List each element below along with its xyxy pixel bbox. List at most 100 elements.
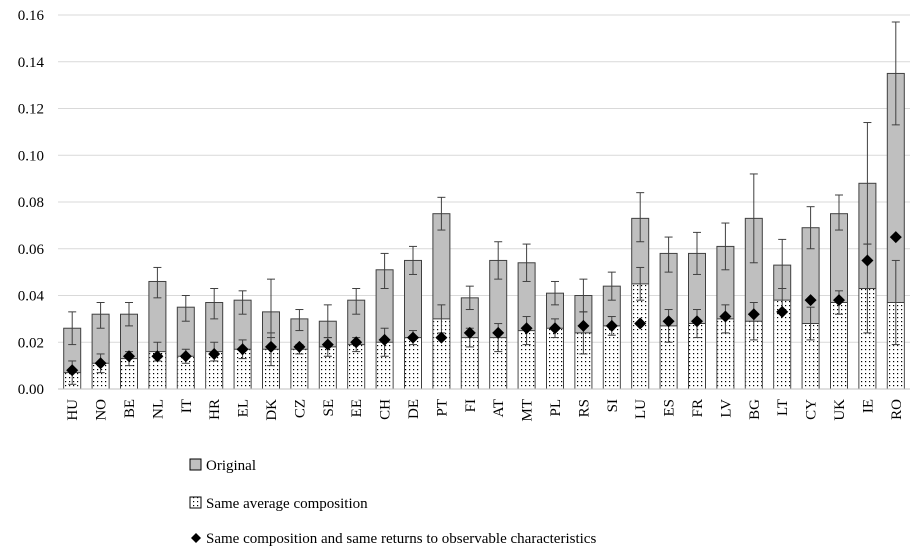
diamond-point bbox=[833, 294, 845, 307]
diamond-point bbox=[605, 319, 618, 332]
error-bar-composition bbox=[891, 259, 900, 346]
x-tick-label: CH bbox=[378, 399, 394, 420]
error-bar-original bbox=[806, 206, 815, 250]
legend: Original Same average composition Same c… bbox=[189, 458, 596, 547]
error-bar-composition bbox=[806, 306, 815, 341]
bar-same-average-composition bbox=[319, 346, 336, 389]
gridlines bbox=[58, 14, 910, 343]
diamond-point bbox=[889, 231, 902, 244]
legend-swatch-original bbox=[189, 458, 202, 471]
x-tick-label: NL bbox=[150, 399, 166, 419]
diamond-point bbox=[265, 340, 277, 353]
bar-same-average-composition bbox=[348, 344, 365, 389]
legend-swatch-diamond bbox=[191, 533, 201, 543]
diamond-point bbox=[407, 331, 419, 344]
legend-swatch-composition bbox=[189, 496, 202, 509]
bar-same-average-composition bbox=[717, 318, 734, 389]
bar-same-average-composition bbox=[177, 356, 194, 389]
legend-label-original: Original bbox=[206, 458, 256, 474]
legend-item-original: Original bbox=[189, 458, 256, 474]
y-tick-label: 0.14 bbox=[18, 55, 45, 71]
error-bar-original bbox=[210, 287, 219, 320]
error-bar-original bbox=[380, 252, 389, 289]
x-tick-label: SI bbox=[605, 399, 621, 412]
y-tick-label: 0.04 bbox=[18, 289, 45, 305]
bar-same-average-composition bbox=[291, 349, 308, 389]
legend-item-composition: Same average composition bbox=[189, 496, 368, 512]
x-tick-label: LT bbox=[775, 399, 791, 416]
x-tick-label: MT bbox=[520, 399, 536, 422]
diamond-point bbox=[691, 315, 703, 328]
x-tick-label: PT bbox=[434, 399, 450, 417]
x-tick-label: UK bbox=[832, 399, 848, 421]
diamond-point bbox=[747, 308, 760, 321]
bar-same-average-composition bbox=[263, 349, 279, 389]
x-tick-label: EE bbox=[349, 399, 365, 417]
error-bar-composition bbox=[579, 311, 588, 355]
diamond-point bbox=[804, 294, 817, 307]
x-tick-label: BG bbox=[747, 399, 763, 420]
bar-same-average-composition bbox=[461, 337, 478, 389]
bar-same-average-composition bbox=[745, 321, 762, 389]
x-tick-label: FR bbox=[690, 399, 706, 417]
diamond-point bbox=[378, 333, 391, 346]
x-tick-label: AT bbox=[491, 399, 507, 417]
bar-same-average-composition bbox=[689, 323, 705, 389]
diamond-point bbox=[321, 338, 334, 351]
error-bar-composition bbox=[636, 266, 645, 301]
y-tick-label: 0.16 bbox=[18, 8, 45, 24]
bar-same-average-composition bbox=[575, 332, 592, 389]
error-bar-original bbox=[409, 245, 417, 275]
x-tick-label: DK bbox=[264, 399, 280, 421]
diamond-point bbox=[236, 343, 249, 356]
bar-same-average-composition bbox=[376, 342, 393, 389]
x-tick-label: LV bbox=[718, 399, 734, 418]
y-tick-label: 0.02 bbox=[18, 335, 44, 351]
bar-same-average-composition bbox=[405, 337, 421, 389]
error-bar-original bbox=[437, 196, 446, 231]
x-tick-label: SE bbox=[321, 399, 337, 417]
bar-same-average-composition bbox=[632, 283, 649, 389]
x-tick-label: CZ bbox=[292, 399, 308, 418]
y-tick-label: 0.00 bbox=[18, 382, 44, 398]
x-tick-label: RS bbox=[576, 399, 592, 417]
x-tick-label: FI bbox=[463, 399, 479, 412]
error-bar-original bbox=[522, 243, 531, 282]
diamond-point bbox=[151, 350, 164, 363]
diamond-point bbox=[94, 357, 107, 370]
y-axis: 0.00 0.02 0.04 0.06 0.08 0.10 0.12 0.14 0.16 bbox=[18, 8, 45, 398]
error-bar-original bbox=[494, 241, 503, 280]
x-tick-label: CY bbox=[804, 399, 820, 420]
bar-same-average-composition bbox=[490, 337, 507, 389]
y-tick-label: 0.08 bbox=[18, 195, 44, 211]
bar-same-average-composition bbox=[547, 328, 563, 389]
bar-same-average-composition bbox=[774, 300, 791, 389]
x-tick-label: PL bbox=[548, 399, 564, 417]
x-tick-label: HU bbox=[65, 399, 81, 421]
diamond-point bbox=[861, 254, 874, 267]
diamond-point bbox=[66, 364, 79, 377]
x-tick-label: NO bbox=[94, 399, 110, 421]
diamond-point bbox=[208, 347, 221, 360]
x-tick-label: DE bbox=[406, 399, 422, 419]
x-tick-label: IT bbox=[179, 399, 195, 413]
diamond-point bbox=[520, 322, 533, 335]
x-tick-label: IE bbox=[860, 399, 876, 413]
diamond-point bbox=[719, 310, 732, 323]
error-bar-original bbox=[181, 295, 190, 322]
diamond-point bbox=[577, 319, 590, 332]
error-bar-original bbox=[551, 280, 559, 306]
legend-label-composition: Same average composition bbox=[206, 496, 368, 512]
error-bar-original bbox=[693, 231, 701, 275]
diamond-point bbox=[549, 322, 561, 335]
x-axis: HU NO BE NL IT HR EL DK CZ SE EE CH DE PT FI AT MT PL RS SI… bbox=[58, 388, 910, 422]
diamond-point bbox=[463, 326, 476, 339]
series-same-composition-returns bbox=[66, 231, 902, 377]
legend-item-returns: Same composition and same returns to obs… bbox=[191, 531, 596, 547]
error-bar-original bbox=[465, 285, 474, 311]
diamond-point bbox=[293, 340, 306, 353]
bar-same-average-composition bbox=[887, 302, 904, 389]
diamond-point bbox=[662, 315, 675, 328]
error-bar-original bbox=[125, 302, 133, 327]
x-tick-label: EL bbox=[236, 399, 252, 417]
